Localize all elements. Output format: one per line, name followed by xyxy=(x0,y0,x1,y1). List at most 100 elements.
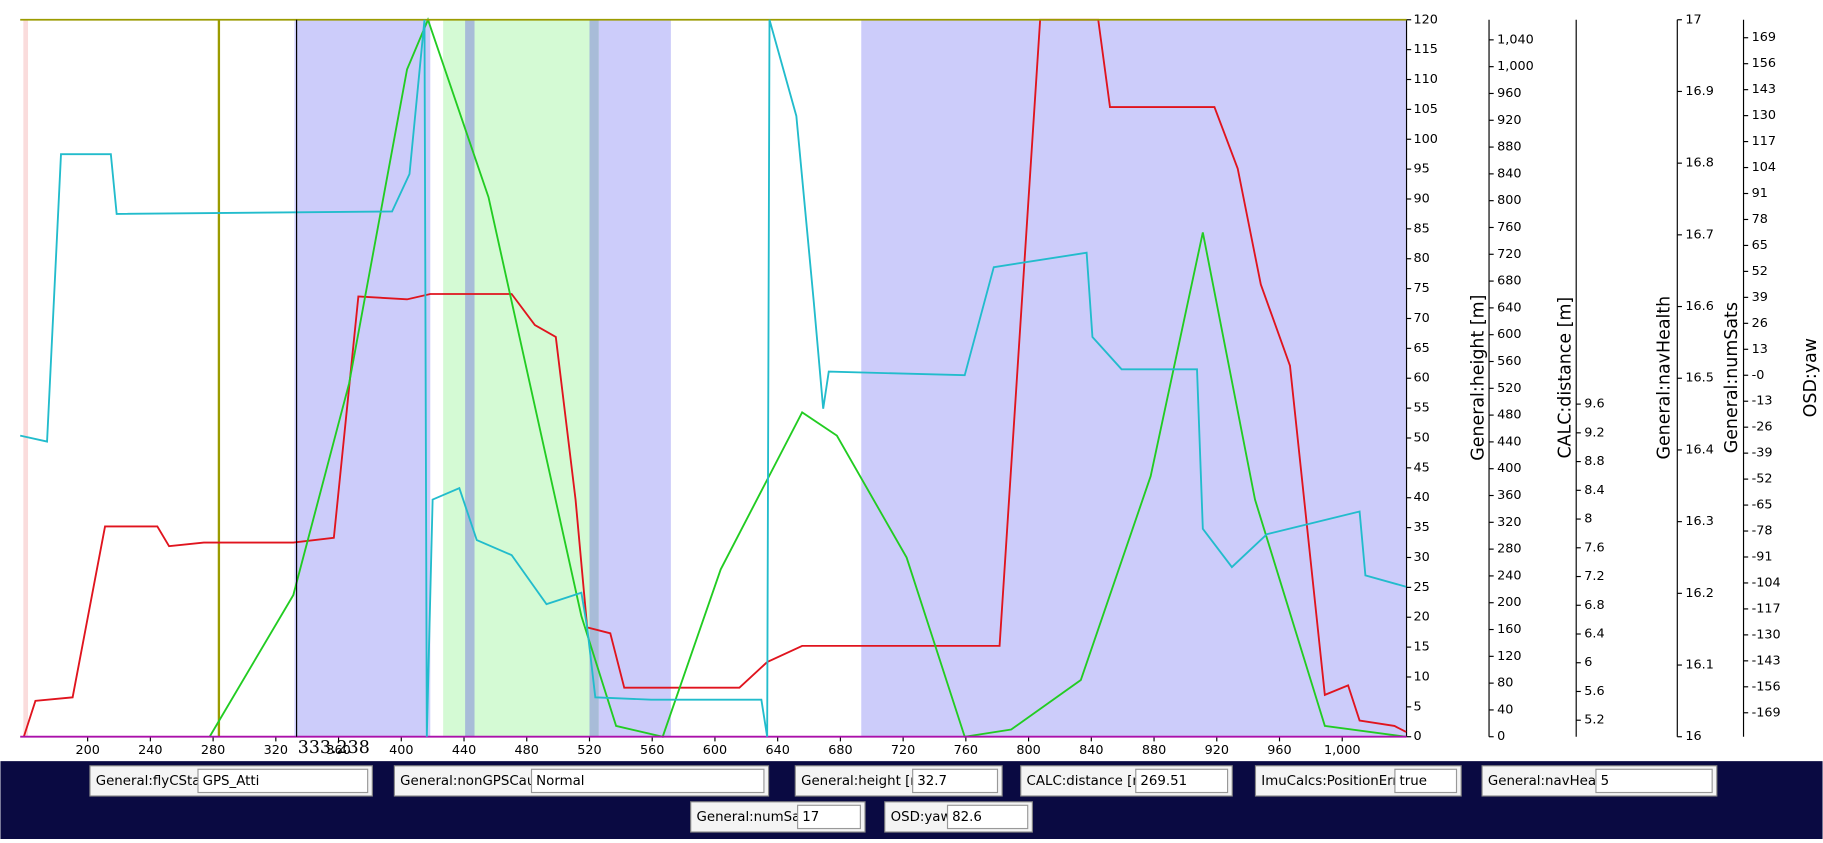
x-tick-label: 800 xyxy=(1016,743,1040,758)
y-tick-label: 110 xyxy=(1414,72,1438,87)
side-tick-label: 720 xyxy=(1497,247,1521,262)
side-tick-label: -65 xyxy=(1752,498,1773,513)
side-tick-label: 760 xyxy=(1497,220,1521,235)
x-tick-label: 360 xyxy=(326,743,350,758)
x-tick-label: 840 xyxy=(1079,743,1103,758)
side-tick-label: -13 xyxy=(1752,394,1773,409)
side-tick-label: 6.4 xyxy=(1584,627,1604,642)
x-tick-label: 560 xyxy=(640,743,664,758)
side-tick-label: 156 xyxy=(1752,56,1776,71)
side-tick-label: 169 xyxy=(1752,30,1776,45)
side-tick-label: 80 xyxy=(1497,676,1513,691)
field-input xyxy=(1394,768,1458,794)
side-tick-label: -0 xyxy=(1752,368,1765,383)
side-tick-label: -52 xyxy=(1752,472,1773,487)
field-value: Normal xyxy=(536,774,584,789)
side-tick-label: 640 xyxy=(1497,300,1521,315)
field-label: General:height [m] xyxy=(801,774,928,789)
field-input xyxy=(946,804,1029,830)
x-tick-label: 720 xyxy=(891,743,915,758)
y-tick-label: 115 xyxy=(1414,42,1438,57)
side-tick-label: 5.2 xyxy=(1584,713,1604,728)
side-tick-label: 26 xyxy=(1752,316,1768,331)
side-tick-label: 840 xyxy=(1497,166,1521,181)
side-tick-label: 16.4 xyxy=(1685,442,1713,457)
series-line xyxy=(20,19,1407,737)
x-tick-label: 1,000 xyxy=(1324,743,1361,758)
side-tick-label: 40 xyxy=(1497,702,1513,717)
x-tick-label: 600 xyxy=(703,743,727,758)
x-tick-label: 520 xyxy=(577,743,601,758)
y-tick-label: 120 xyxy=(1414,12,1438,27)
side-tick-label: 1,000 xyxy=(1497,59,1534,74)
field-input xyxy=(1135,768,1229,794)
side-tick-label: -156 xyxy=(1752,679,1781,694)
y-tick-label: 40 xyxy=(1414,490,1430,505)
field-input xyxy=(797,804,861,830)
highlight-band xyxy=(861,19,1407,737)
side-tick-label: 480 xyxy=(1497,408,1521,423)
side-tick-label: 16.9 xyxy=(1685,84,1713,99)
y-tick-label: 25 xyxy=(1414,580,1430,595)
series-line xyxy=(22,18,1407,738)
field-label: OSD:yaw xyxy=(891,810,952,825)
field-input xyxy=(530,768,765,794)
field-value: 32.7 xyxy=(917,774,947,789)
y-tick-label: 35 xyxy=(1414,520,1430,535)
y-tick-label: 10 xyxy=(1414,669,1430,684)
side-tick-label: 680 xyxy=(1497,274,1521,289)
side-tick-label: 9.2 xyxy=(1584,425,1604,440)
y-tick-label: 70 xyxy=(1414,311,1430,326)
field-label: General:nonGPSCause xyxy=(400,774,550,789)
side-tick-label: 13 xyxy=(1752,342,1768,357)
x-tick-label: 920 xyxy=(1205,743,1229,758)
side-tick-label: 16.5 xyxy=(1685,371,1713,386)
side-tick-label: -143 xyxy=(1752,653,1781,668)
side-tick-label: 65 xyxy=(1752,238,1768,253)
side-tick-label: 91 xyxy=(1752,186,1768,201)
side-tick-label: 7.6 xyxy=(1584,540,1604,555)
side-tick-label: 16.1 xyxy=(1685,658,1713,673)
x-tick-label: 280 xyxy=(201,743,225,758)
side-tick-label: 78 xyxy=(1752,212,1768,227)
highlight-band xyxy=(598,19,671,737)
x-tick-label: 400 xyxy=(389,743,413,758)
side-tick-label: 16.7 xyxy=(1685,227,1713,242)
side-tick-label: -117 xyxy=(1752,601,1781,616)
axis-title: General:numSats xyxy=(1722,302,1742,453)
field-value: GPS_Atti xyxy=(203,774,260,789)
x-tick-label: 240 xyxy=(138,743,162,758)
side-tick-label: 52 xyxy=(1752,264,1768,279)
y-tick-label: 90 xyxy=(1414,192,1430,207)
highlight-band xyxy=(465,19,475,737)
side-tick-label: 560 xyxy=(1497,354,1521,369)
x-tick-label: 200 xyxy=(75,743,99,758)
side-tick-label: -169 xyxy=(1752,705,1781,720)
y-tick-label: 75 xyxy=(1414,281,1430,296)
y-tick-label: 0 xyxy=(1414,729,1422,744)
side-tick-label: 320 xyxy=(1497,515,1521,530)
side-tick-label: 1,040 xyxy=(1497,32,1534,47)
x-tick-label: 760 xyxy=(954,743,978,758)
side-tick-label: 6 xyxy=(1584,655,1592,670)
x-tick-label: 680 xyxy=(828,743,852,758)
side-tick-label: 7.2 xyxy=(1584,569,1604,584)
field-value: 17 xyxy=(802,810,819,825)
highlight-band xyxy=(589,19,599,737)
x-tick-label: 480 xyxy=(515,743,539,758)
side-tick-label: 360 xyxy=(1497,488,1521,503)
side-tick-label: 160 xyxy=(1497,622,1521,637)
y-tick-label: 80 xyxy=(1414,251,1430,266)
x-tick-label: 880 xyxy=(1142,743,1166,758)
side-tick-label: 120 xyxy=(1497,649,1521,664)
side-tick-label: 800 xyxy=(1497,193,1521,208)
side-tick-label: 920 xyxy=(1497,113,1521,128)
y-tick-label: 105 xyxy=(1414,102,1438,117)
side-tick-label: 960 xyxy=(1497,86,1521,101)
cursor-label: 333.238 xyxy=(298,738,370,758)
x-tick-label: 320 xyxy=(264,743,288,758)
y-tick-label: 15 xyxy=(1414,640,1430,655)
field-input xyxy=(1595,768,1713,794)
side-tick-label: 280 xyxy=(1497,542,1521,557)
